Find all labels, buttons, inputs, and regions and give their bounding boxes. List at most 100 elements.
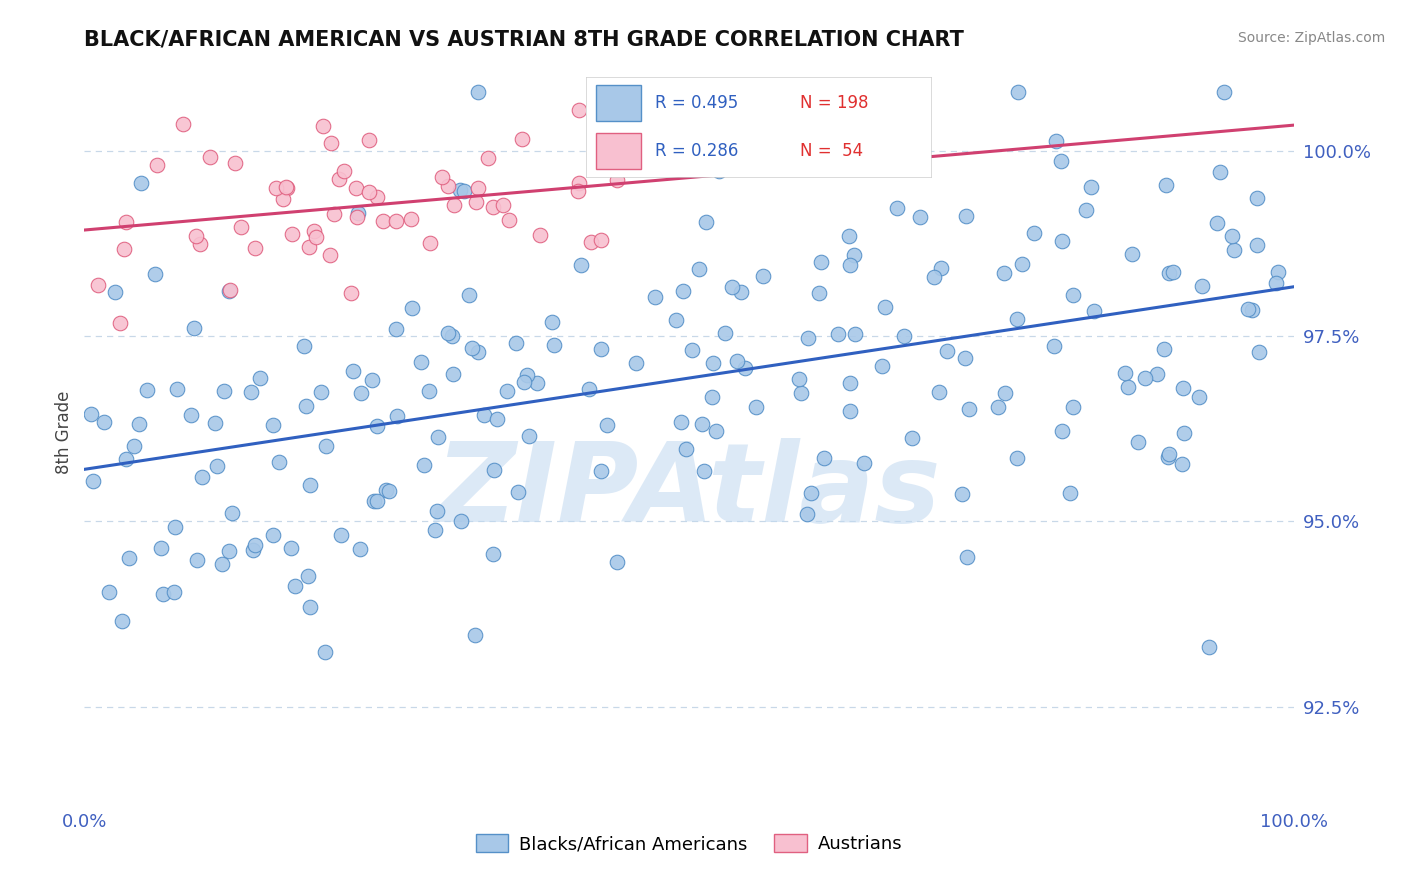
Point <box>350 386 373 401</box>
Point <box>671 415 693 429</box>
Point <box>1050 234 1073 248</box>
Point <box>1005 312 1028 326</box>
Point <box>1209 165 1232 179</box>
Point <box>180 408 202 422</box>
Point <box>1062 400 1084 414</box>
Point <box>474 408 496 422</box>
Point <box>298 599 321 614</box>
Point <box>1049 154 1071 169</box>
Point <box>198 150 221 164</box>
Point <box>115 215 138 229</box>
Point <box>1005 450 1028 465</box>
Point <box>411 355 433 369</box>
Point <box>1156 178 1178 192</box>
Point <box>624 356 647 370</box>
Point <box>211 558 233 572</box>
Point <box>366 419 388 434</box>
Point <box>516 368 538 383</box>
Point <box>1173 426 1195 441</box>
Point <box>752 269 775 284</box>
Point <box>1198 640 1220 655</box>
Point <box>266 181 288 195</box>
Point <box>399 212 422 227</box>
Point <box>461 341 484 355</box>
Point <box>163 520 186 534</box>
Point <box>385 322 408 336</box>
Point <box>315 439 337 453</box>
Point <box>543 338 565 352</box>
Point <box>98 585 121 599</box>
Point <box>262 417 284 432</box>
Point <box>681 343 703 357</box>
Point <box>1159 447 1181 461</box>
Point <box>702 356 724 370</box>
Point <box>506 485 529 500</box>
Point <box>172 117 194 131</box>
Point <box>1076 202 1098 217</box>
Point <box>419 236 441 251</box>
Point <box>467 344 489 359</box>
Point <box>112 242 135 256</box>
Point <box>725 354 748 368</box>
Point <box>987 400 1010 414</box>
Point <box>838 228 860 243</box>
Point <box>344 180 367 194</box>
Point <box>842 248 865 262</box>
Point <box>166 382 188 396</box>
Point <box>418 384 440 398</box>
Point <box>152 586 174 600</box>
Point <box>1246 238 1268 252</box>
Point <box>1246 191 1268 205</box>
Point <box>464 195 486 210</box>
Point <box>143 267 166 281</box>
Point <box>1171 381 1194 395</box>
Point <box>1188 390 1211 404</box>
Point <box>269 455 291 469</box>
Point <box>221 506 243 520</box>
Text: BLACK/AFRICAN AMERICAN VS AUSTRIAN 8TH GRADE CORRELATION CHART: BLACK/AFRICAN AMERICAN VS AUSTRIAN 8TH G… <box>84 29 965 50</box>
Point <box>844 327 866 342</box>
Point <box>1114 366 1136 380</box>
Point <box>526 376 548 391</box>
Point <box>183 321 205 335</box>
Point <box>1045 134 1067 148</box>
Point <box>993 267 1015 281</box>
Point <box>813 450 835 465</box>
Point <box>959 402 981 417</box>
Point <box>190 237 212 252</box>
Point <box>111 615 134 629</box>
Point <box>955 549 977 564</box>
Point <box>1126 434 1149 449</box>
Point <box>721 280 744 294</box>
Point <box>128 417 150 432</box>
Point <box>359 133 381 147</box>
Point <box>730 285 752 299</box>
Point <box>305 229 328 244</box>
Point <box>1249 345 1271 359</box>
Point <box>437 179 460 194</box>
Point <box>150 541 173 555</box>
Point <box>644 290 666 304</box>
Point <box>366 493 388 508</box>
Point <box>505 336 527 351</box>
Point <box>122 439 145 453</box>
Point <box>357 186 380 200</box>
Point <box>695 215 717 229</box>
Point <box>485 412 508 426</box>
Point <box>1116 380 1139 394</box>
Point <box>340 286 363 301</box>
Point <box>1146 368 1168 382</box>
Point <box>163 585 186 599</box>
Point <box>893 328 915 343</box>
Point <box>464 628 486 642</box>
Y-axis label: 8th Grade: 8th Grade <box>55 391 73 475</box>
Point <box>295 399 318 413</box>
Point <box>284 579 307 593</box>
Point <box>186 553 208 567</box>
Point <box>1011 257 1033 271</box>
Point <box>875 301 897 315</box>
Point <box>1022 226 1045 240</box>
Point <box>797 331 820 345</box>
Point <box>218 544 240 558</box>
Point <box>242 542 264 557</box>
